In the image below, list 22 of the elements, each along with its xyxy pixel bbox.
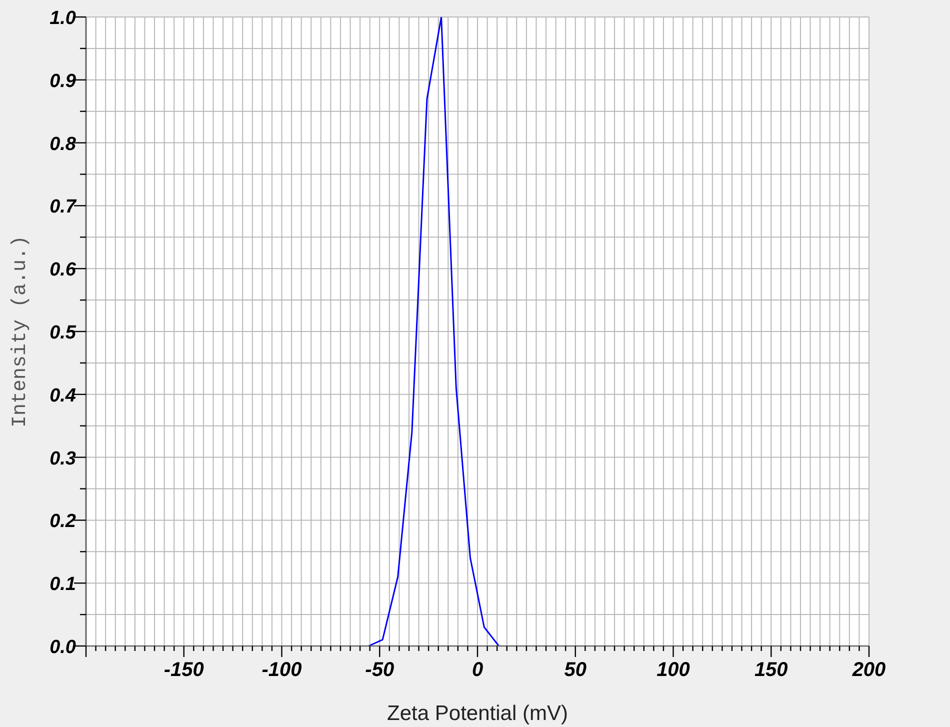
- x-axis-title: Zeta Potential (mV): [387, 702, 568, 725]
- y-tick-label: 1.0: [50, 8, 76, 29]
- y-tick-label: 0.5: [50, 322, 76, 344]
- x-tick-label: 0: [472, 659, 484, 681]
- y-tick-label: 0.7: [50, 196, 78, 218]
- x-tick-label: -100: [262, 659, 302, 681]
- x-tick-label: 150: [754, 659, 788, 681]
- x-tick-label: 100: [656, 659, 690, 681]
- x-tick-label: 50: [564, 659, 586, 681]
- y-tick-label: 0.3: [50, 448, 76, 470]
- x-tick-label: 200: [851, 659, 886, 681]
- line-series: [368, 17, 500, 646]
- x-tick-label: -150: [164, 659, 204, 681]
- y-tick-label: 0.1: [50, 574, 76, 596]
- x-tick-label: -50: [365, 659, 394, 681]
- y-tick-label: 0.6: [50, 260, 76, 281]
- y-tick-label: 0.8: [50, 134, 76, 155]
- y-tick-label: 0.4: [50, 385, 76, 406]
- y-tick-label: 0.2: [50, 511, 76, 532]
- y-tick-label: 0.9: [50, 70, 76, 92]
- y-tick-label: 0.0: [50, 637, 76, 658]
- y-axis-title: Intensity (a.u.): [9, 235, 32, 428]
